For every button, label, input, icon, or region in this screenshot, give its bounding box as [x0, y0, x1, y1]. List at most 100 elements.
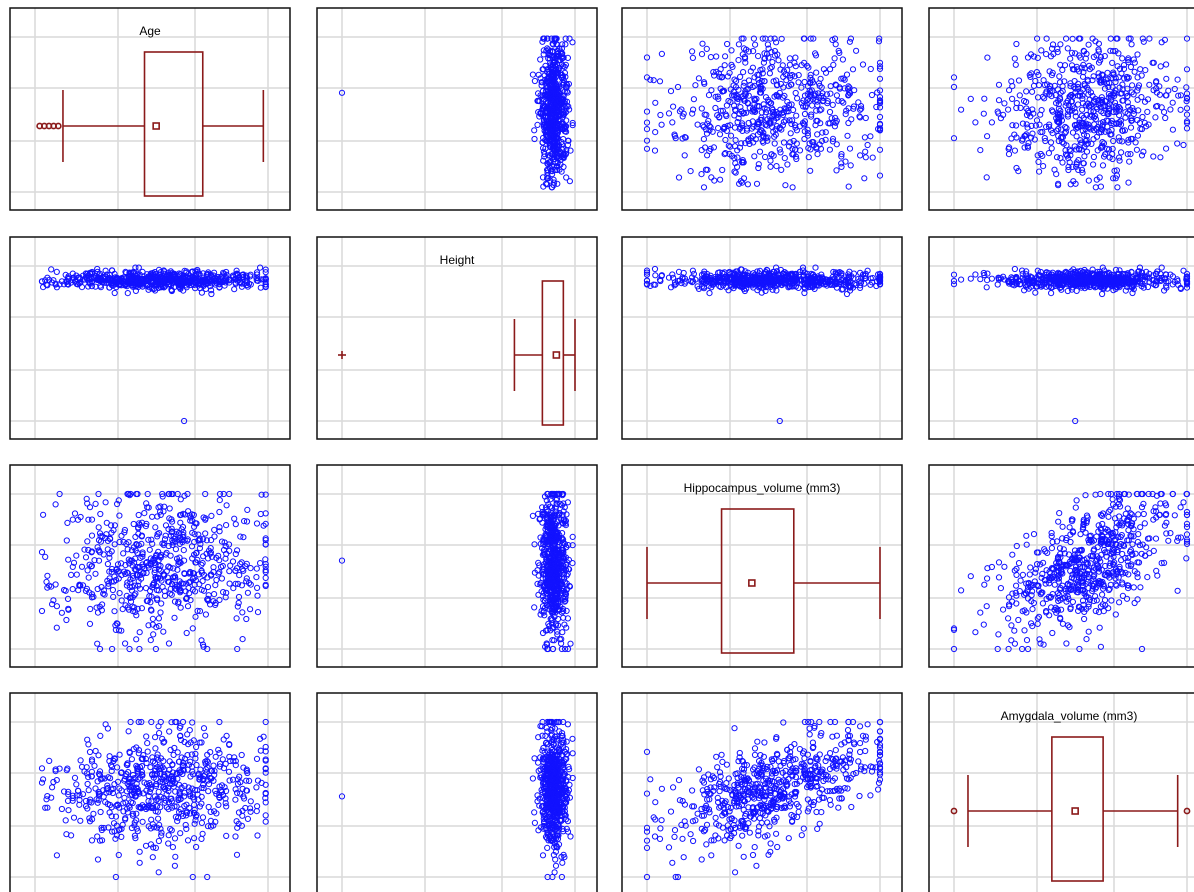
scatter-point: [652, 99, 659, 106]
scatter-point: [554, 110, 561, 117]
scatter-point: [707, 145, 714, 152]
scatter-point: [819, 90, 826, 97]
scatter-point: [1134, 96, 1141, 103]
scatter-point: [1157, 63, 1164, 70]
scatter-point: [708, 87, 715, 94]
scatter-point: [92, 500, 99, 507]
scatter-point: [552, 166, 559, 173]
scatter-point: [807, 35, 814, 42]
scatter-point: [1162, 114, 1169, 122]
scatter-point: [789, 184, 796, 191]
scatter-point: [1071, 143, 1078, 150]
scatter-point: [769, 59, 776, 66]
scatter-point: [86, 620, 94, 628]
scatter-point: [1009, 95, 1016, 103]
scatter-point: [728, 47, 735, 54]
scatter-point: [847, 35, 855, 42]
scatter-point: [840, 75, 847, 82]
scatter-point: [133, 636, 140, 643]
scatter-point: [69, 516, 76, 523]
scatter-point: [771, 140, 778, 147]
scatter-point: [557, 57, 564, 64]
scatter-point: [781, 92, 788, 100]
scatter-point: [738, 140, 745, 147]
scatter-point: [788, 120, 795, 128]
scatter-points: [643, 264, 884, 425]
scatter-point: [721, 62, 728, 69]
scatter-point: [136, 629, 143, 636]
scatter-point: [87, 605, 94, 613]
scatter-point: [831, 35, 839, 42]
scatter-point: [338, 89, 346, 96]
scatter-point: [236, 572, 243, 579]
scatter-point: [826, 108, 834, 116]
scatter-point: [762, 109, 770, 116]
scatter-point: [557, 161, 564, 168]
scatter-point: [1134, 51, 1141, 58]
panel-grid: [622, 237, 902, 439]
scatter-point: [835, 97, 842, 104]
scatter-point: [569, 119, 576, 127]
scatter-point: [1048, 145, 1055, 152]
scatter-point: [555, 67, 562, 74]
scatter-points: [338, 35, 576, 191]
scatter-point: [712, 104, 719, 112]
panel-frame: [928, 236, 1194, 440]
scatter-point: [177, 604, 184, 611]
scatter-point: [1001, 100, 1008, 107]
scatter-point: [531, 135, 538, 143]
scatter-point: [792, 153, 800, 160]
scatter-point: [759, 35, 766, 42]
scatter-point: [540, 51, 547, 58]
scatter-point: [1146, 81, 1153, 88]
panel-title: Age: [139, 24, 161, 38]
scatter-point: [167, 552, 174, 559]
scatter-point: [211, 526, 218, 534]
scatter-point: [1163, 75, 1170, 82]
scatter-point: [782, 182, 789, 189]
scatter-point: [1054, 45, 1061, 53]
scatter-point: [814, 102, 821, 109]
scatter-point: [711, 177, 718, 184]
scatter-point: [152, 524, 159, 531]
scatter-point: [40, 511, 47, 518]
scatter-point: [561, 151, 568, 158]
scatter-point: [734, 163, 741, 170]
panel-scatter-hippocampus-age: [9, 464, 291, 668]
scatter-point: [1142, 67, 1149, 74]
scatter-points: [38, 490, 269, 653]
scatter-point: [823, 91, 831, 98]
scatter-point: [778, 166, 785, 173]
scatter-point: [698, 51, 706, 58]
scatter-point: [708, 174, 715, 181]
scatter-point: [155, 615, 162, 622]
scatter-point: [539, 88, 547, 95]
scatter-point: [705, 92, 713, 99]
scatter-point: [64, 595, 72, 603]
scatter-point: [706, 290, 713, 297]
scatter-point: [1174, 76, 1181, 83]
scatter-point: [537, 56, 544, 63]
panel-scatter-age-amygdala: [928, 7, 1194, 211]
scatter-point: [1139, 113, 1146, 121]
scatter-point: [848, 116, 855, 123]
scatter-point: [88, 516, 96, 523]
scatter-point: [1038, 47, 1045, 54]
scatter-point: [779, 94, 786, 101]
scatter-point: [716, 73, 723, 80]
scatter-point: [780, 111, 787, 119]
scatter-point: [150, 631, 157, 638]
scatter-point: [698, 147, 705, 154]
scatter-point: [750, 48, 757, 55]
scatter-point: [557, 48, 564, 55]
scatter-point: [726, 150, 733, 158]
scatter-point: [724, 40, 731, 48]
scatter-point: [719, 166, 726, 174]
scatter-point: [983, 284, 990, 291]
scatter-point: [731, 112, 738, 119]
scatter-point: [784, 161, 791, 168]
scatter-point: [1005, 106, 1012, 113]
scatter-point: [549, 119, 556, 127]
scatter-point: [675, 174, 683, 181]
scatter-point: [689, 267, 697, 274]
